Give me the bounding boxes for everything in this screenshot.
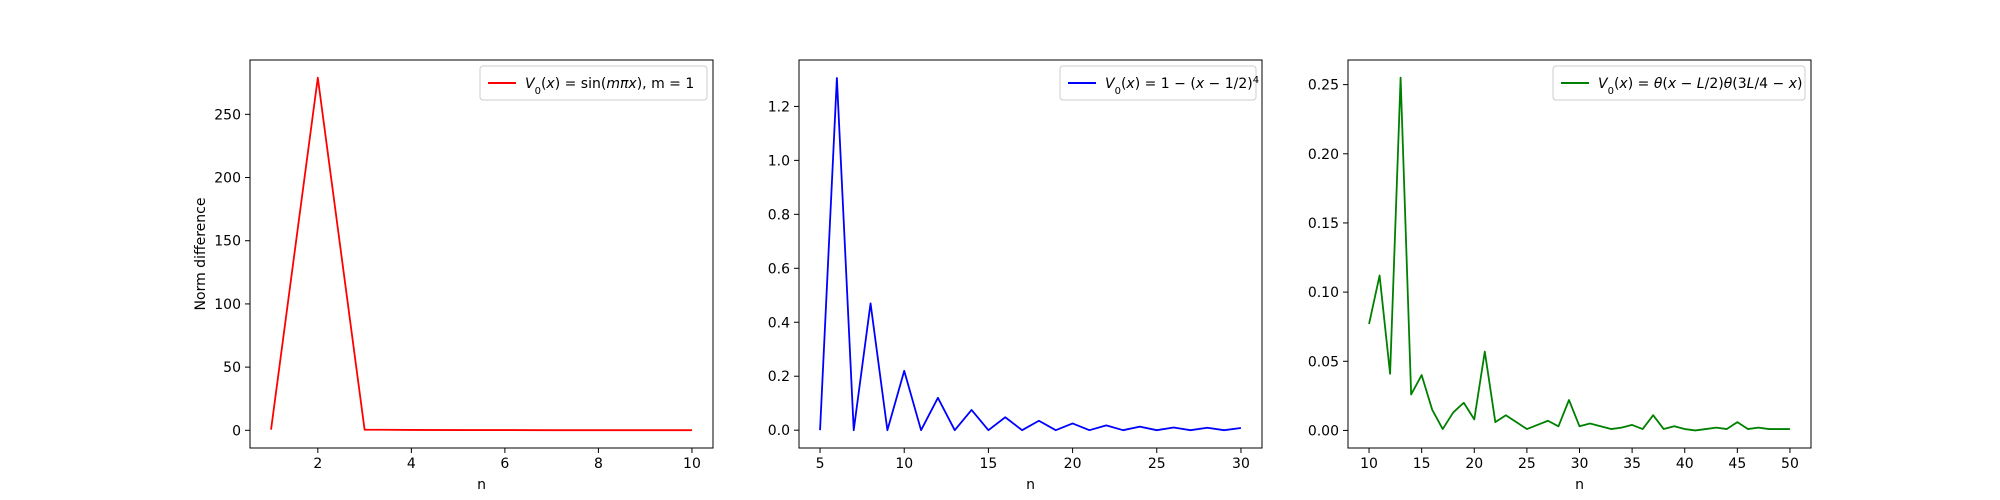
y-tick-label: 0.8 bbox=[768, 207, 790, 223]
x-tick-label: 20 bbox=[1064, 456, 1082, 472]
x-axis-label: n bbox=[477, 477, 486, 493]
series-line bbox=[1368, 76, 1790, 432]
series-line bbox=[270, 76, 692, 432]
x-tick-label: 2 bbox=[313, 456, 322, 472]
y-tick-label: 0.0 bbox=[768, 423, 790, 439]
x-tick-label: 5 bbox=[816, 456, 825, 472]
legend-box bbox=[479, 65, 708, 101]
x-tick-label: 15 bbox=[1413, 456, 1431, 472]
legend-label: V0(x) = 1 − (x − 1/2)4 bbox=[1105, 75, 1259, 97]
axes-frame bbox=[1347, 59, 1812, 449]
legend: V0(x) = θ(x − L/2)θ(3L/4 − x) bbox=[1552, 65, 1806, 101]
x-tick-label: 6 bbox=[500, 456, 509, 472]
y-tick-label: 0.05 bbox=[1308, 354, 1339, 370]
y-tick-label: 0.15 bbox=[1308, 216, 1339, 232]
y-tick-label: 1.2 bbox=[768, 99, 790, 115]
y-tick-label: 100 bbox=[214, 297, 241, 313]
x-tick-label: 25 bbox=[1518, 456, 1536, 472]
x-axis-label: n bbox=[1026, 477, 1035, 493]
x-tick-label: 30 bbox=[1571, 456, 1589, 472]
chart-panel-2: 5 10 15 20 25 30 0.0 0.2 0.4 0.6 0.8 1.0 1.2 n V0(x) =… bbox=[768, 59, 1263, 493]
x-tick-label: 20 bbox=[1465, 456, 1483, 472]
x-tick-label: 30 bbox=[1232, 456, 1250, 472]
y-tick-label: 150 bbox=[214, 234, 241, 250]
x-tick-label: 10 bbox=[895, 456, 913, 472]
x-tick-label: 10 bbox=[1360, 456, 1378, 472]
x-tick-label: 4 bbox=[407, 456, 416, 472]
x-tick-label: 45 bbox=[1728, 456, 1746, 472]
y-tick-label: 1.0 bbox=[768, 153, 790, 169]
y-tick-label: 0.2 bbox=[768, 369, 790, 385]
y-tick-label: 0.20 bbox=[1308, 147, 1339, 163]
chart-panel-3: 10 15 20 25 30 35 40 45 50 0.00 0.05 0.10 0.15 0.20 0.… bbox=[1308, 59, 1812, 493]
x-axis-label: n bbox=[1575, 477, 1584, 493]
legend: V0(x) = 1 − (x − 1/2)4 bbox=[1059, 65, 1259, 101]
x-tick-label: 50 bbox=[1781, 456, 1799, 472]
y-tick-label: 0.10 bbox=[1308, 285, 1339, 301]
legend-label: V0(x) = θ(x − L/2)θ(3L/4 − x) bbox=[1598, 76, 1803, 97]
x-tick-label: 15 bbox=[979, 456, 997, 472]
x-tick-label: 8 bbox=[594, 456, 603, 472]
legend-box bbox=[1552, 65, 1806, 101]
y-tick-label: 200 bbox=[214, 171, 241, 187]
x-tick-label: 35 bbox=[1623, 456, 1641, 472]
x-tick-label: 40 bbox=[1676, 456, 1694, 472]
legend-box bbox=[1059, 65, 1257, 101]
legend: V0(x) = sin(mπx), m = 1 bbox=[479, 65, 708, 101]
y-tick-label: 250 bbox=[214, 107, 241, 123]
y-tick-label: 0.6 bbox=[768, 261, 790, 277]
y-tick-label: 0 bbox=[232, 423, 241, 439]
axes-frame bbox=[798, 59, 1263, 449]
x-tick-label: 25 bbox=[1148, 456, 1166, 472]
legend-label: V0(x) = sin(mπx), m = 1 bbox=[525, 76, 694, 97]
x-tick-label: 10 bbox=[683, 456, 701, 472]
axes-frame bbox=[249, 59, 714, 449]
y-tick-label: 0.25 bbox=[1308, 78, 1339, 94]
y-tick-label: 0.4 bbox=[768, 315, 790, 331]
series-line bbox=[819, 77, 1242, 432]
y-tick-label: 0.00 bbox=[1308, 423, 1339, 439]
y-axis-label: Norm difference bbox=[193, 198, 209, 311]
y-tick-label: 50 bbox=[223, 360, 241, 376]
